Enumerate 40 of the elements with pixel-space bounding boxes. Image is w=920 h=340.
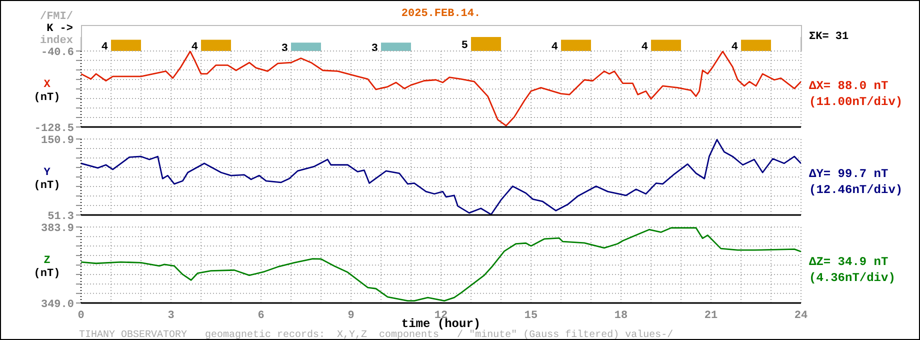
y-tick-label: 383.9: [40, 223, 74, 235]
line-series: [81, 51, 801, 126]
data-label: 4: [551, 41, 558, 54]
y-axis-title: Z (nT): [32, 255, 62, 281]
data-label: 4: [731, 41, 738, 54]
y-tick-label: 51.3: [48, 211, 74, 223]
chart-title: 2025.FEB.14.: [400, 8, 482, 20]
data-label: 4: [641, 41, 648, 54]
x-tick-label: 9: [348, 310, 354, 322]
text: K ->: [46, 23, 73, 35]
text: ΣK= 31: [809, 31, 849, 43]
data-label: 5: [461, 40, 468, 52]
text: ΔZ= 34.9 nT: [809, 255, 888, 269]
text: index: [40, 35, 73, 47]
x-tick-label: 3: [168, 310, 175, 322]
x-tick-label: 0: [78, 310, 84, 322]
y-tick-label: -128.5: [34, 123, 74, 135]
text: (12.46nT/div): [809, 183, 903, 197]
x-tick-label: 15: [524, 310, 538, 322]
text: (11.00nT/div): [809, 95, 903, 109]
text: TIHANY OBSERVATORY geomagnetic records: X,Y,Z components / "minute" (Gauss filtered) values-/: [79, 330, 674, 340]
y-tick-label: 150.9: [40, 135, 74, 147]
x-tick-label: 6: [258, 310, 264, 322]
y-tick-label: 349.0: [40, 299, 74, 311]
data-label: 4: [191, 41, 198, 54]
line-series: [81, 139, 801, 215]
x-tick-label: 24: [794, 310, 808, 322]
data-label: 3: [281, 42, 288, 55]
line-series: [81, 227, 801, 302]
text: ΔY= 99.7 nT: [809, 167, 888, 181]
x-tick-label: 18: [614, 310, 628, 322]
data-label: 3: [371, 42, 378, 55]
text: ΔX= 88.0 nT: [809, 79, 888, 93]
y-axis-title: Y (nT): [32, 167, 62, 193]
data-label: 4: [101, 41, 108, 54]
text: /FMI/: [40, 11, 73, 23]
y-tick-label: -40.6: [40, 47, 74, 59]
y-axis-title: X (nT): [32, 79, 62, 105]
text: (4.36nT/div): [809, 271, 896, 285]
x-tick-label: 21: [704, 310, 718, 322]
